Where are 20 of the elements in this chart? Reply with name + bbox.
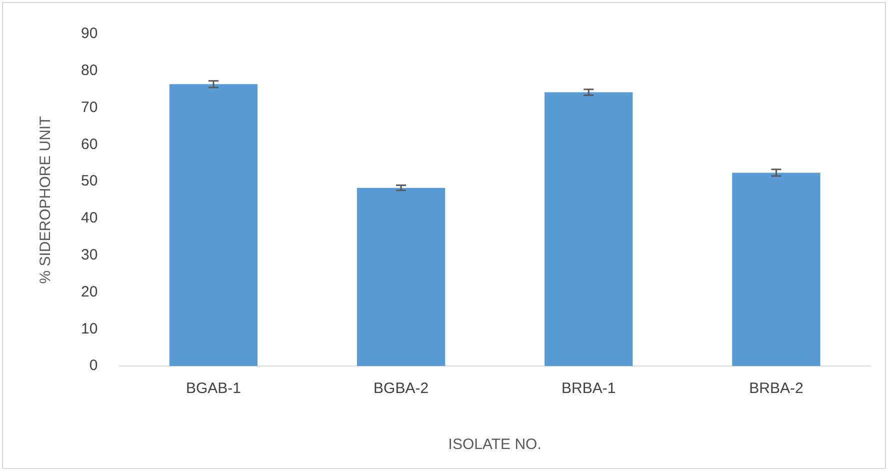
x-tick-label: BGAB-1 [186, 380, 241, 398]
x-tick-label: BRBA-2 [749, 380, 804, 398]
y-tick-label: 80 [80, 62, 98, 80]
bar [356, 188, 446, 366]
y-tick-label: 20 [80, 283, 98, 300]
y-tick-label: 70 [80, 98, 98, 116]
y-tick-label: 90 [80, 25, 98, 42]
y-tick-label: 10 [80, 320, 98, 338]
bar [169, 84, 258, 366]
y-tick-label: 0 [89, 357, 98, 374]
y-tick-label: 40 [80, 210, 98, 227]
x-tick-label: BRBA-1 [562, 380, 616, 398]
y-tick-label: 60 [80, 136, 98, 153]
y-axis-title: % SIDEROPHORE UNIT [37, 116, 54, 284]
y-tick-label: 30 [80, 246, 98, 264]
bar [732, 172, 820, 366]
y-tick-label: 50 [80, 172, 98, 190]
bar [544, 92, 633, 366]
x-axis-title: ISOLATE NO. [448, 436, 542, 454]
x-tick-label: BGBA-2 [374, 380, 429, 398]
